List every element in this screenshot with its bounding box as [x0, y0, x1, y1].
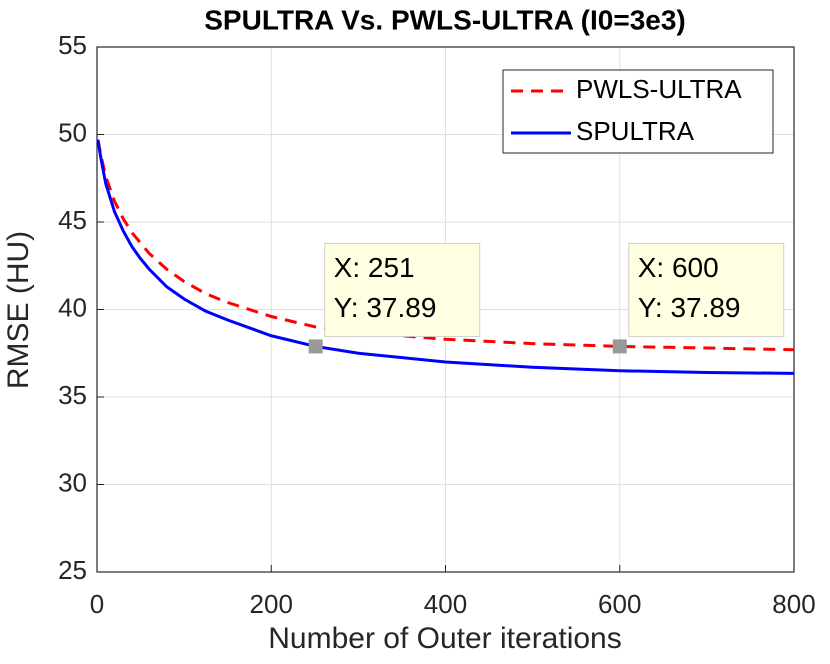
line	[96, 139, 795, 375]
y-tick-label: 25	[58, 555, 87, 585]
legend-box	[502, 69, 774, 154]
y-tick-label: 45	[58, 205, 87, 235]
x-tick-label: 800	[772, 589, 815, 619]
legend-label: PWLS-ULTRA	[576, 74, 742, 104]
datatip-y: Y: 37.89	[638, 292, 741, 323]
y-axis-label: RMSE (HU)	[2, 231, 35, 389]
y-tick-label: 30	[58, 467, 87, 497]
datatip-marker	[612, 339, 627, 354]
x-tick-label: 200	[250, 589, 293, 619]
datatip-x: X: 600	[638, 252, 719, 283]
chart-title: SPULTRA Vs. PWLS-ULTRA (I0=3e3)	[204, 4, 686, 35]
axes-box	[96, 46, 795, 573]
legend-label: SPULTRA	[576, 116, 695, 146]
datatip-y: Y: 37.89	[334, 292, 437, 323]
x-tick-label: 600	[598, 589, 641, 619]
y-tick-label: 40	[58, 292, 87, 322]
datatip-box	[324, 242, 481, 337]
line	[96, 139, 795, 352]
x-axis-label: Number of Outer iterations	[268, 622, 621, 655]
datatip-marker	[308, 339, 323, 354]
y-tick-label: 35	[58, 380, 87, 410]
x-tick-label: 400	[424, 589, 467, 619]
y-tick-label: 50	[58, 117, 87, 147]
datatip-x: X: 251	[334, 252, 415, 283]
datatip-box	[628, 242, 785, 337]
x-tick-label: 0	[90, 589, 104, 619]
y-tick-label: 55	[58, 30, 87, 60]
